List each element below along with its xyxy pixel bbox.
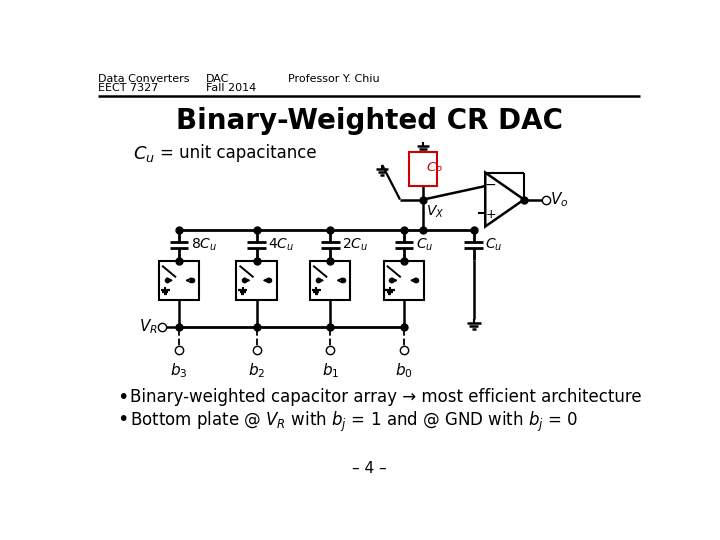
Text: DAC: DAC (206, 74, 230, 84)
Text: $C_{u}$: $C_{u}$ (485, 237, 503, 253)
Text: Professor Y. Chiu: Professor Y. Chiu (287, 74, 379, 84)
Text: $2C_{u}$: $2C_{u}$ (342, 237, 368, 253)
Text: $C_P$: $C_P$ (426, 161, 442, 176)
Text: $4C_{u}$: $4C_{u}$ (269, 237, 294, 253)
Text: Fall 2014: Fall 2014 (206, 83, 256, 92)
Text: $C_u$: $C_u$ (132, 144, 155, 164)
Text: •: • (117, 388, 128, 407)
Bar (384, 261, 424, 300)
Text: $b_{0}$: $b_{0}$ (395, 361, 413, 380)
Text: = unit capacitance: = unit capacitance (160, 144, 316, 162)
Text: $V_R$: $V_R$ (140, 318, 158, 336)
Text: $C_{u}$: $C_{u}$ (415, 237, 433, 253)
Bar (159, 261, 199, 300)
Text: $b_{1}$: $b_{1}$ (322, 361, 339, 380)
Text: Binary-weighted capacitor array → most efficient architecture: Binary-weighted capacitor array → most e… (130, 388, 641, 406)
Text: EECT 7327: EECT 7327 (98, 83, 158, 92)
Text: −: − (485, 178, 497, 192)
Text: Data Converters: Data Converters (98, 74, 189, 84)
Text: $8C_{u}$: $8C_{u}$ (191, 237, 217, 253)
Text: $V_X$: $V_X$ (426, 204, 445, 220)
Text: •: • (117, 410, 128, 429)
Text: $b_{3}$: $b_{3}$ (171, 361, 188, 380)
Text: – 4 –: – 4 – (351, 461, 387, 476)
Text: +: + (485, 208, 496, 221)
Polygon shape (485, 173, 524, 226)
Text: $b_{2}$: $b_{2}$ (248, 361, 265, 380)
Text: Binary-Weighted CR DAC: Binary-Weighted CR DAC (176, 107, 562, 135)
Bar (409, 152, 437, 186)
Text: Bottom plate @ $V_R$ with $b_j$ = 1 and @ GND with $b_j$ = 0: Bottom plate @ $V_R$ with $b_j$ = 1 and … (130, 410, 578, 434)
Bar (236, 261, 276, 300)
Text: $V_o$: $V_o$ (550, 190, 569, 209)
Bar (310, 261, 351, 300)
